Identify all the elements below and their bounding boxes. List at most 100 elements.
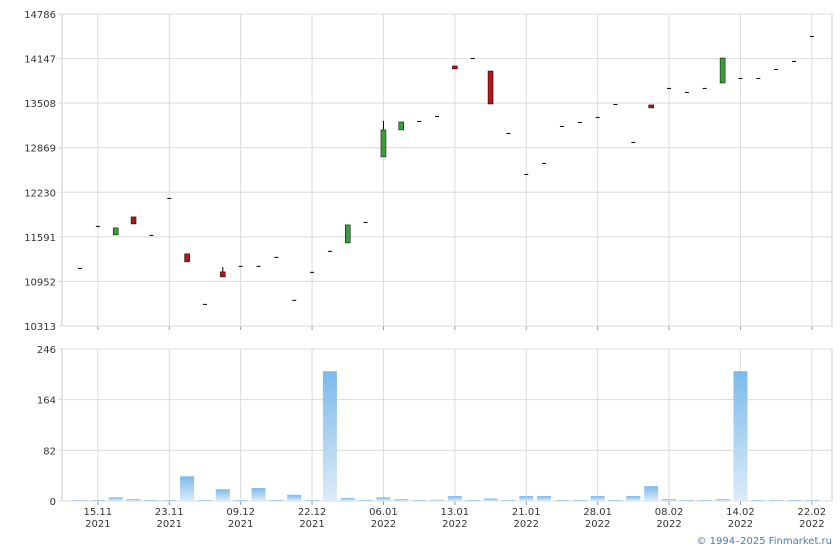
candle-body — [613, 103, 618, 105]
volume-bar — [430, 499, 444, 501]
candle-body — [435, 115, 439, 117]
volume-bar — [90, 500, 105, 501]
volume-bar — [180, 476, 195, 501]
y-tick-label: 11591 — [24, 233, 56, 244]
y-tick-label: 0 — [50, 497, 56, 508]
candle-body — [738, 77, 743, 79]
x-tick-label: 08.02 2022 — [655, 507, 684, 530]
x-tick-label: 22.12 2021 — [298, 507, 327, 530]
candle-body — [684, 91, 689, 93]
x-tick-label: 21.01 2022 — [512, 507, 541, 530]
y-tick-label: 14147 — [24, 55, 56, 66]
volume-bar — [769, 500, 784, 501]
y-tick-label: 12869 — [24, 144, 56, 155]
volume-bar — [483, 498, 498, 501]
x-tick-label: 09.12 2021 — [226, 507, 255, 530]
volume-bar — [447, 496, 462, 501]
candle-body — [542, 162, 547, 164]
x-tick-label: 22.02 2022 — [798, 507, 827, 530]
volume-bar — [733, 371, 748, 501]
volume-bar — [804, 500, 819, 501]
candle-body — [112, 227, 119, 236]
volume-bar — [715, 499, 730, 501]
volume-bar — [126, 499, 141, 501]
volume-bar — [572, 500, 587, 501]
y-tick-label: 14786 — [24, 10, 56, 21]
volume-bar — [287, 494, 302, 501]
volume-bar — [233, 500, 248, 501]
volume-bar — [608, 500, 623, 501]
candle-body — [310, 271, 315, 273]
candle-body — [631, 141, 636, 143]
y-tick-label: 12230 — [24, 188, 56, 199]
candle-body — [167, 197, 172, 199]
volume-bar — [322, 371, 337, 501]
footer[interactable]: © 1994–2025 Finmarket.ru — [696, 536, 832, 547]
volume-bar — [215, 489, 230, 501]
candle-body — [327, 250, 332, 252]
volume-bar — [144, 500, 159, 501]
candle-body — [719, 57, 726, 84]
volume-bar — [358, 500, 373, 501]
y-tick-label: 13508 — [24, 99, 56, 110]
volume-bar — [108, 497, 123, 501]
x-tick-label: 28.01 2022 — [583, 507, 612, 530]
candle-body — [345, 224, 351, 244]
y-tick-label: 164 — [37, 396, 56, 407]
candle-body — [149, 234, 154, 236]
volume-bar — [554, 500, 569, 501]
candle-body — [648, 104, 654, 109]
volume-bar — [197, 500, 212, 501]
x-tick-label: 14.02 2022 — [726, 507, 755, 530]
volume-bar — [537, 496, 552, 501]
candle-body — [238, 265, 243, 267]
y-tick-label: 10313 — [24, 322, 56, 333]
volume-bar — [162, 500, 177, 501]
price-frame — [61, 13, 833, 327]
candle-body — [398, 121, 405, 131]
candle-body — [78, 267, 82, 269]
volume-bar — [269, 500, 284, 501]
volume-bar — [751, 500, 766, 501]
volume-bar — [376, 497, 391, 501]
candle-body — [756, 77, 761, 79]
x-tick-label: 23.11 2021 — [155, 507, 184, 530]
candle-body — [774, 68, 779, 70]
candle-body — [577, 121, 582, 123]
volume-bar — [519, 496, 534, 501]
y-tick-label: 246 — [37, 345, 56, 356]
candle-body — [809, 35, 814, 37]
candle-body — [487, 70, 494, 105]
candle-body — [702, 87, 707, 89]
volume-bar — [251, 488, 266, 501]
candle-body — [184, 253, 190, 263]
candle-body — [792, 60, 796, 62]
volume-bar — [679, 500, 694, 501]
volume-bar — [305, 500, 320, 501]
candle-body — [417, 120, 422, 122]
x-tick-label: 06.01 2022 — [369, 507, 398, 530]
candle-body — [256, 265, 261, 267]
volume-bar — [787, 500, 801, 501]
volume-bar — [662, 499, 677, 501]
candle-body — [470, 58, 475, 60]
candle-body — [292, 299, 297, 301]
volume-bar — [626, 496, 641, 501]
candle-body — [220, 271, 226, 278]
volume-bar — [340, 497, 355, 501]
x-tick-label: 15.11 2021 — [84, 507, 113, 530]
volume-bar — [394, 499, 409, 501]
volume-frame — [61, 348, 833, 502]
volume-bar — [412, 500, 427, 501]
y-tick-label: 10952 — [24, 277, 56, 288]
candle-body — [595, 116, 600, 118]
candle-body — [95, 225, 100, 227]
candle-body — [506, 132, 511, 134]
y-tick-label: 82 — [43, 446, 56, 457]
volume-bar — [644, 486, 659, 501]
candle-body — [274, 256, 279, 258]
volume-bar — [501, 500, 516, 501]
candle-body — [452, 65, 458, 70]
volume-bar — [465, 500, 480, 501]
